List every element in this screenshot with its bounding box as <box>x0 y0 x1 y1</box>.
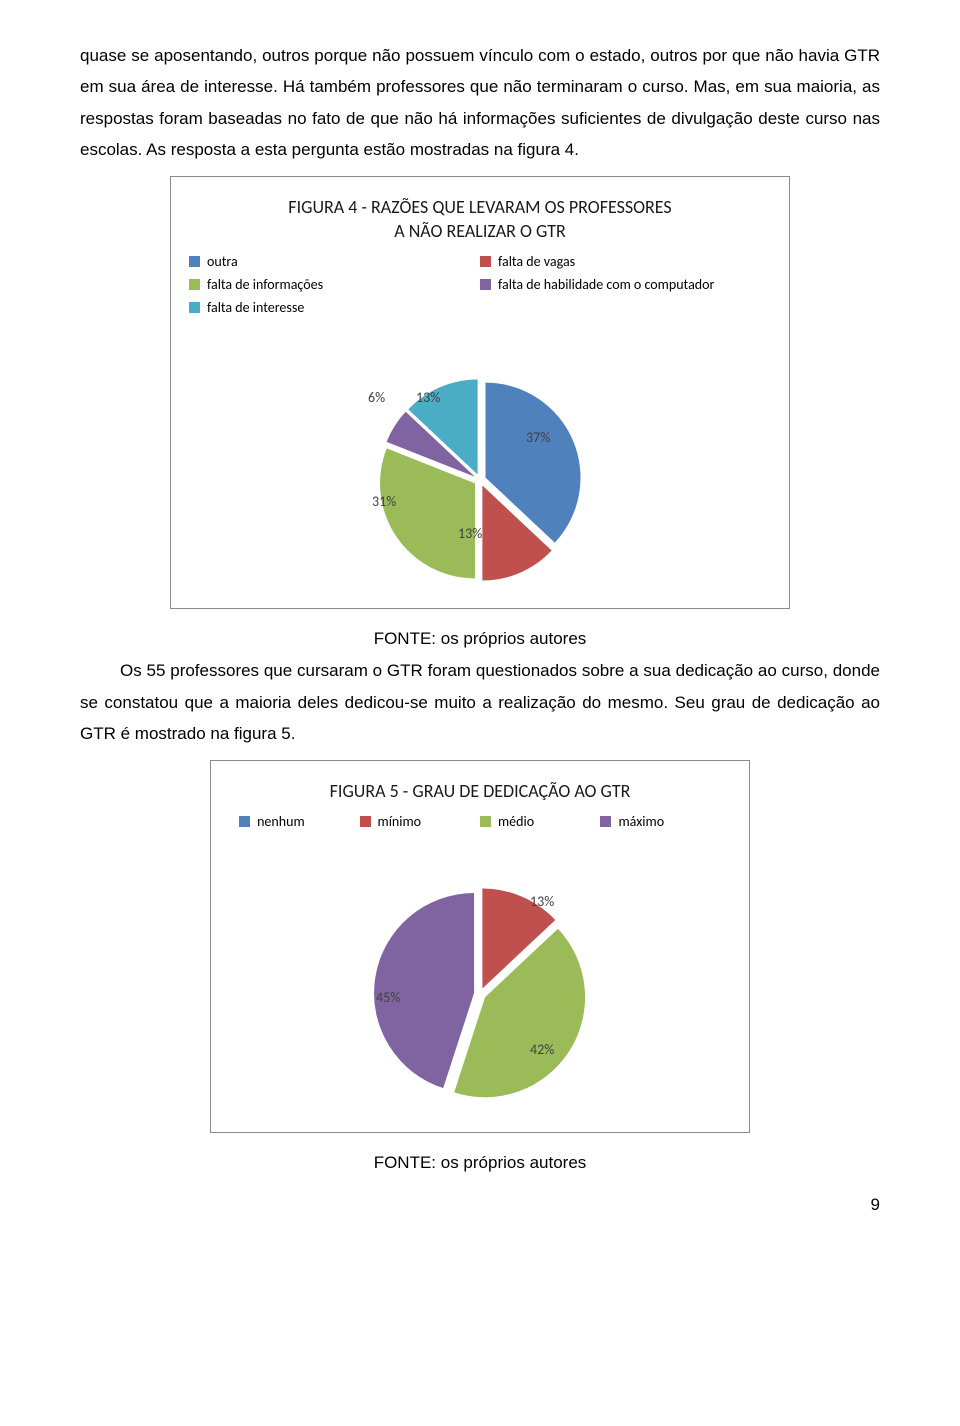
legend-swatch <box>600 816 611 827</box>
legend-item: falta de habilidade com o computador <box>480 276 771 293</box>
page: quase se aposentando, outros porque não … <box>0 0 960 1255</box>
legend-label: outra <box>207 253 238 270</box>
legend-swatch <box>480 256 491 267</box>
legend-label: falta de vagas <box>498 253 575 270</box>
legend-label: falta de habilidade com o computador <box>498 276 714 293</box>
legend-label: falta de informações <box>207 276 323 293</box>
legend-swatch <box>480 816 491 827</box>
figure-4-title-line1: FIGURA 4 - RAZÕES QUE LEVARAM OS PROFESS… <box>288 196 671 218</box>
legend-label: falta de interesse <box>207 299 304 316</box>
legend-item: nenhum <box>239 813 359 830</box>
figure-4-title-line2: A NÃO REALIZAR O GTR <box>394 220 566 242</box>
figure-4-title: FIGURA 4 - RAZÕES QUE LEVARAM OS PROFESS… <box>189 195 771 244</box>
pie-label-outra: 37% <box>526 429 550 446</box>
figure-4-box: FIGURA 4 - RAZÕES QUE LEVARAM OS PROFESS… <box>170 176 790 610</box>
legend-label: médio <box>498 813 534 830</box>
figure-5-legend: nenhum mínimo médio máximo <box>229 813 731 836</box>
legend-swatch <box>189 279 200 290</box>
figure-4-legend: outra falta de vagas falta de informações f… <box>189 253 771 322</box>
legend-label: máximo <box>618 813 664 830</box>
figure-5-title: FIGURA 5 - GRAU DE DEDICAÇÃO AO GTR <box>229 779 731 803</box>
pie-label-falta_interesse: 13% <box>416 389 440 406</box>
figure-4-source: FONTE: os próprios autores <box>80 629 880 649</box>
legend-swatch <box>189 302 200 313</box>
legend-swatch <box>239 816 250 827</box>
pie-label-falta_info: 31% <box>372 493 396 510</box>
pie-label-medio: 42% <box>530 1041 554 1058</box>
legend-item: falta de interesse <box>189 299 480 316</box>
pie-label-falta_habilidade: 6% <box>368 389 385 406</box>
legend-item: outra <box>189 253 480 270</box>
paragraph-2: Os 55 professores que cursaram o GTR for… <box>80 655 880 749</box>
legend-item: médio <box>480 813 600 830</box>
figure-4-pie: 37% 13% 31% 6% 13% <box>340 340 620 590</box>
legend-swatch <box>189 256 200 267</box>
figure-5-pie: 13% 42% 45% <box>340 854 620 1114</box>
figure-5-source: FONTE: os próprios autores <box>80 1153 880 1173</box>
legend-item: falta de vagas <box>480 253 771 270</box>
legend-item: falta de informações <box>189 276 480 293</box>
figure-5-box: FIGURA 5 - GRAU DE DEDICAÇÃO AO GTR nenh… <box>210 760 750 1133</box>
legend-swatch <box>360 816 371 827</box>
legend-label: nenhum <box>257 813 305 830</box>
legend-label: mínimo <box>378 813 422 830</box>
pie-label-maximo: 45% <box>376 989 400 1006</box>
legend-swatch <box>480 279 491 290</box>
pie-label-minimo: 13% <box>530 893 554 910</box>
pie-label-falta_vagas: 13% <box>458 525 482 542</box>
figure-5-pie-area: 13% 42% 45% <box>229 854 731 1114</box>
paragraph-1: quase se aposentando, outros porque não … <box>80 40 880 166</box>
page-number: 9 <box>80 1195 880 1215</box>
legend-item: mínimo <box>360 813 480 830</box>
legend-item: máximo <box>600 813 720 830</box>
figure-4-pie-area: 37% 13% 31% 6% 13% <box>189 340 771 590</box>
